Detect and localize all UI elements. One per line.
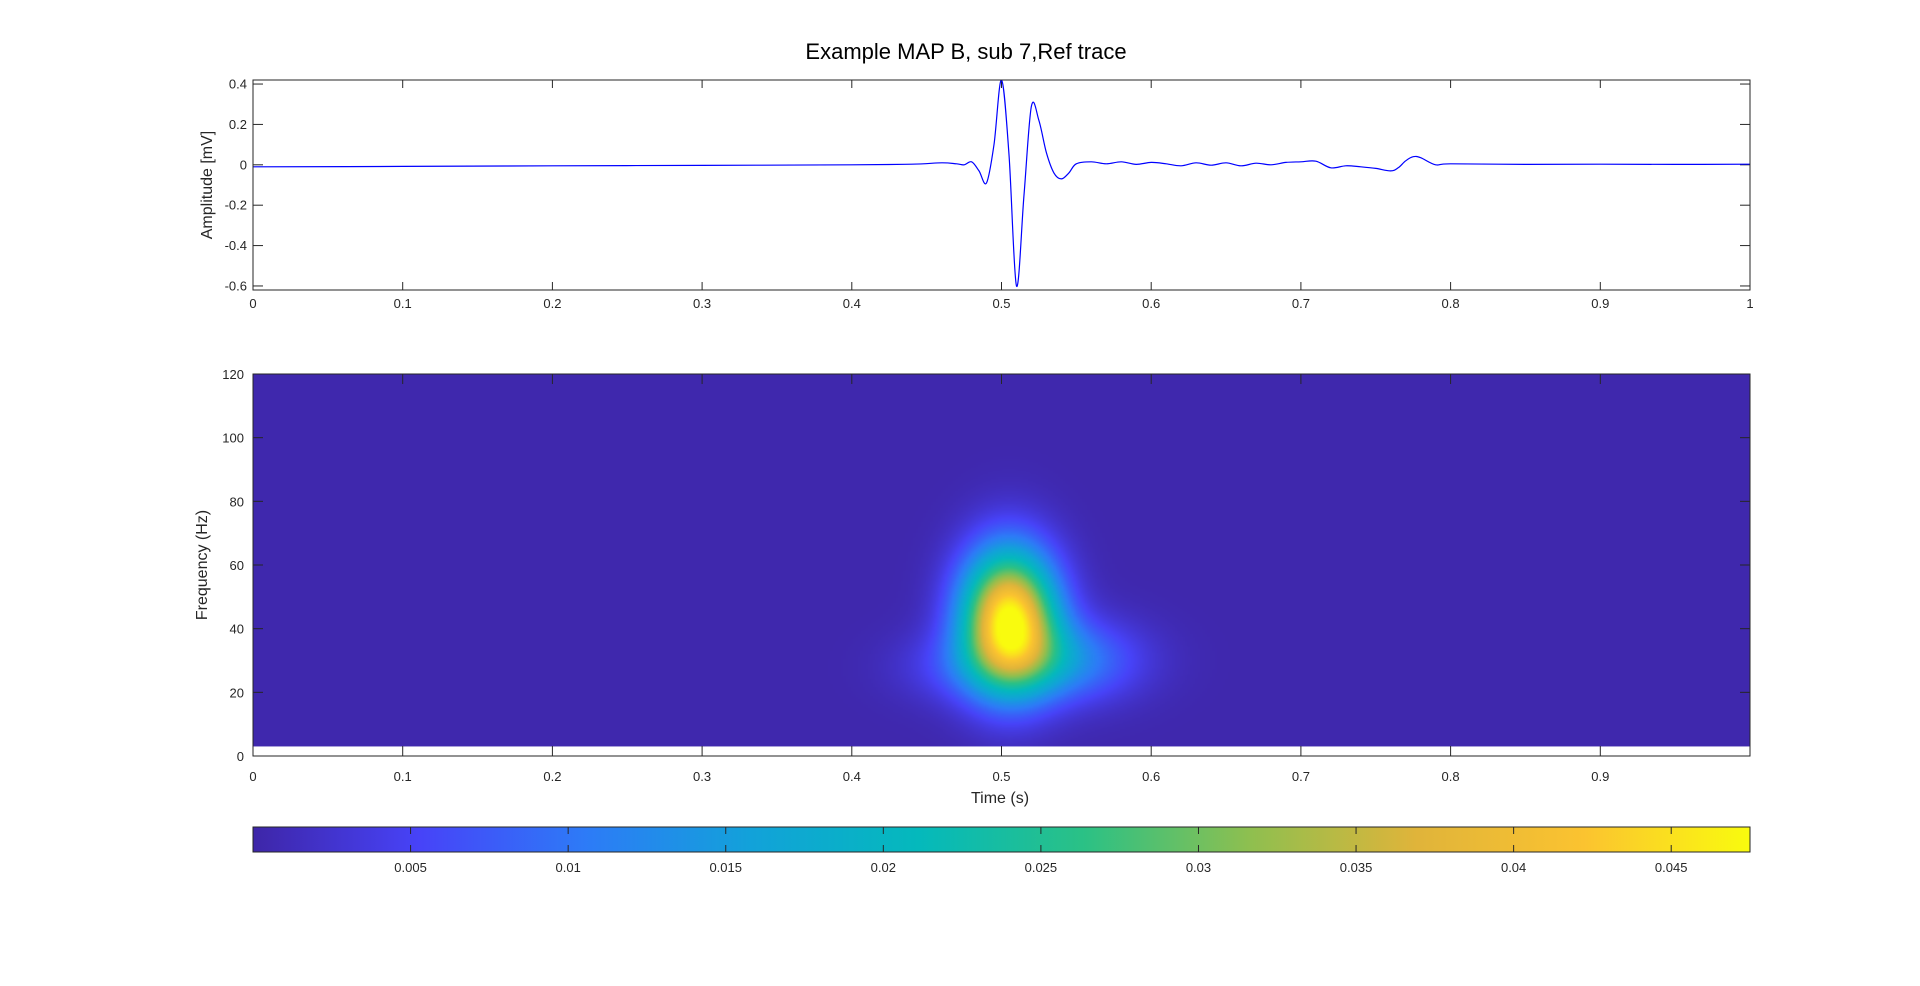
spectrogram-xtick-label: 0.8 <box>1442 769 1460 784</box>
colorbar: 0.005 0.01 0.015 0.02 0.025 0.03 0.035 0.04 0.04… <box>252 826 1751 875</box>
amplitude-xtick-label: 0.7 <box>1292 296 1310 311</box>
amplitude-axes: 0 0.1 0.2 0.3 0.4 0.5 0.6 0.7 0.8 0.9 1 0.4 0.2 0 -0.2… <box>199 77 1754 311</box>
amplitude-xtick-label: 0.3 <box>693 296 711 311</box>
amplitude-xtick-label: 0.2 <box>543 296 561 311</box>
amplitude-ytick-label: 0.4 <box>229 77 247 92</box>
spectrogram-axes: 0 0.1 0.2 0.3 0.4 0.5 0.6 0.7 0.8 0.9 0 20 40 60 80 100… <box>194 367 1751 807</box>
colorbar-tick-label: 0.015 <box>709 860 742 875</box>
spectrogram-ytick-label: 60 <box>230 558 244 573</box>
amplitude-axes-box <box>252 79 1751 291</box>
spectrogram-xlabel: Time (s) <box>971 790 1029 807</box>
colorbar-tick-label: 0.03 <box>1186 860 1211 875</box>
spectrogram-axes-box <box>252 373 1751 757</box>
amplitude-axes-background <box>253 80 1750 290</box>
amplitude-xtick-label: 0.1 <box>394 296 412 311</box>
colorbar-tick-label: 0.045 <box>1655 860 1688 875</box>
spectrogram-ytick-label: 100 <box>222 431 244 446</box>
spectrogram-ylabel: Frequency (Hz) <box>194 510 211 620</box>
spectrogram-xtick-label: 0.4 <box>843 769 861 784</box>
colorbar-tick-label: 0.04 <box>1501 860 1526 875</box>
spectrogram-ytick-label: 120 <box>222 367 244 382</box>
spectrogram-xtick-label: 0.5 <box>992 769 1010 784</box>
spectrogram-xtick-label: 0.6 <box>1142 769 1160 784</box>
amplitude-xtick-label: 0.8 <box>1442 296 1460 311</box>
spectrogram-xtick-label: 0.1 <box>394 769 412 784</box>
spectrogram-xtick-label: 0.3 <box>693 769 711 784</box>
spectrogram-ytick-label: 40 <box>230 622 244 637</box>
colorbar-tick-label: 0.025 <box>1025 860 1058 875</box>
colorbar-tick-label: 0.01 <box>556 860 581 875</box>
amplitude-xtick-label: 0 <box>249 296 256 311</box>
colorbar-tick-label: 0.005 <box>394 860 427 875</box>
amplitude-xtick-label: 0.4 <box>843 296 861 311</box>
colorbar-ticks: 0.005 0.01 0.015 0.02 0.025 0.03 0.035 0.04 0.04… <box>394 827 1687 875</box>
amplitude-xtick-label: 1 <box>1746 296 1753 311</box>
spectrogram-ytick-label: 20 <box>230 685 244 700</box>
amplitude-xtick-label: 0.9 <box>1591 296 1609 311</box>
amplitude-ytick-label: 0 <box>240 157 247 172</box>
amplitude-ylabel: Amplitude [mV] <box>199 131 216 239</box>
spectrogram-xtick-label: 0.2 <box>543 769 561 784</box>
spectrogram-ticks: 0 0.1 0.2 0.3 0.4 0.5 0.6 0.7 0.8 0.9 0 20 40 60 80 100… <box>222 367 1750 784</box>
amplitude-ytick-label: -0.4 <box>225 238 247 253</box>
amplitude-ytick-label: -0.2 <box>225 198 247 213</box>
spectrogram-heatmap <box>253 374 1750 747</box>
amplitude-ytick-label: -0.6 <box>225 278 247 293</box>
colorbar-tick-label: 0.02 <box>871 860 896 875</box>
amplitude-xtick-label: 0.5 <box>992 296 1010 311</box>
amplitude-ticks: 0 0.1 0.2 0.3 0.4 0.5 0.6 0.7 0.8 0.9 1 0.4 0.2 0 -0.2… <box>225 77 1754 311</box>
colorbar-tick-label: 0.035 <box>1340 860 1373 875</box>
figure-title: Example MAP B, sub 7,Ref trace <box>805 39 1126 64</box>
colorbar-gradient <box>252 826 1751 853</box>
spectrogram-xtick-label: 0.9 <box>1591 769 1609 784</box>
spectrogram-xtick-label: 0 <box>249 769 256 784</box>
spectrogram-ytick-label: 0 <box>237 749 244 764</box>
amplitude-ytick-label: 0.2 <box>229 117 247 132</box>
spectrogram-ytick-label: 80 <box>230 494 244 509</box>
amplitude-xtick-label: 0.6 <box>1142 296 1160 311</box>
amplitude-trace-line <box>253 80 1750 287</box>
spectrogram-xtick-label: 0.7 <box>1292 769 1310 784</box>
